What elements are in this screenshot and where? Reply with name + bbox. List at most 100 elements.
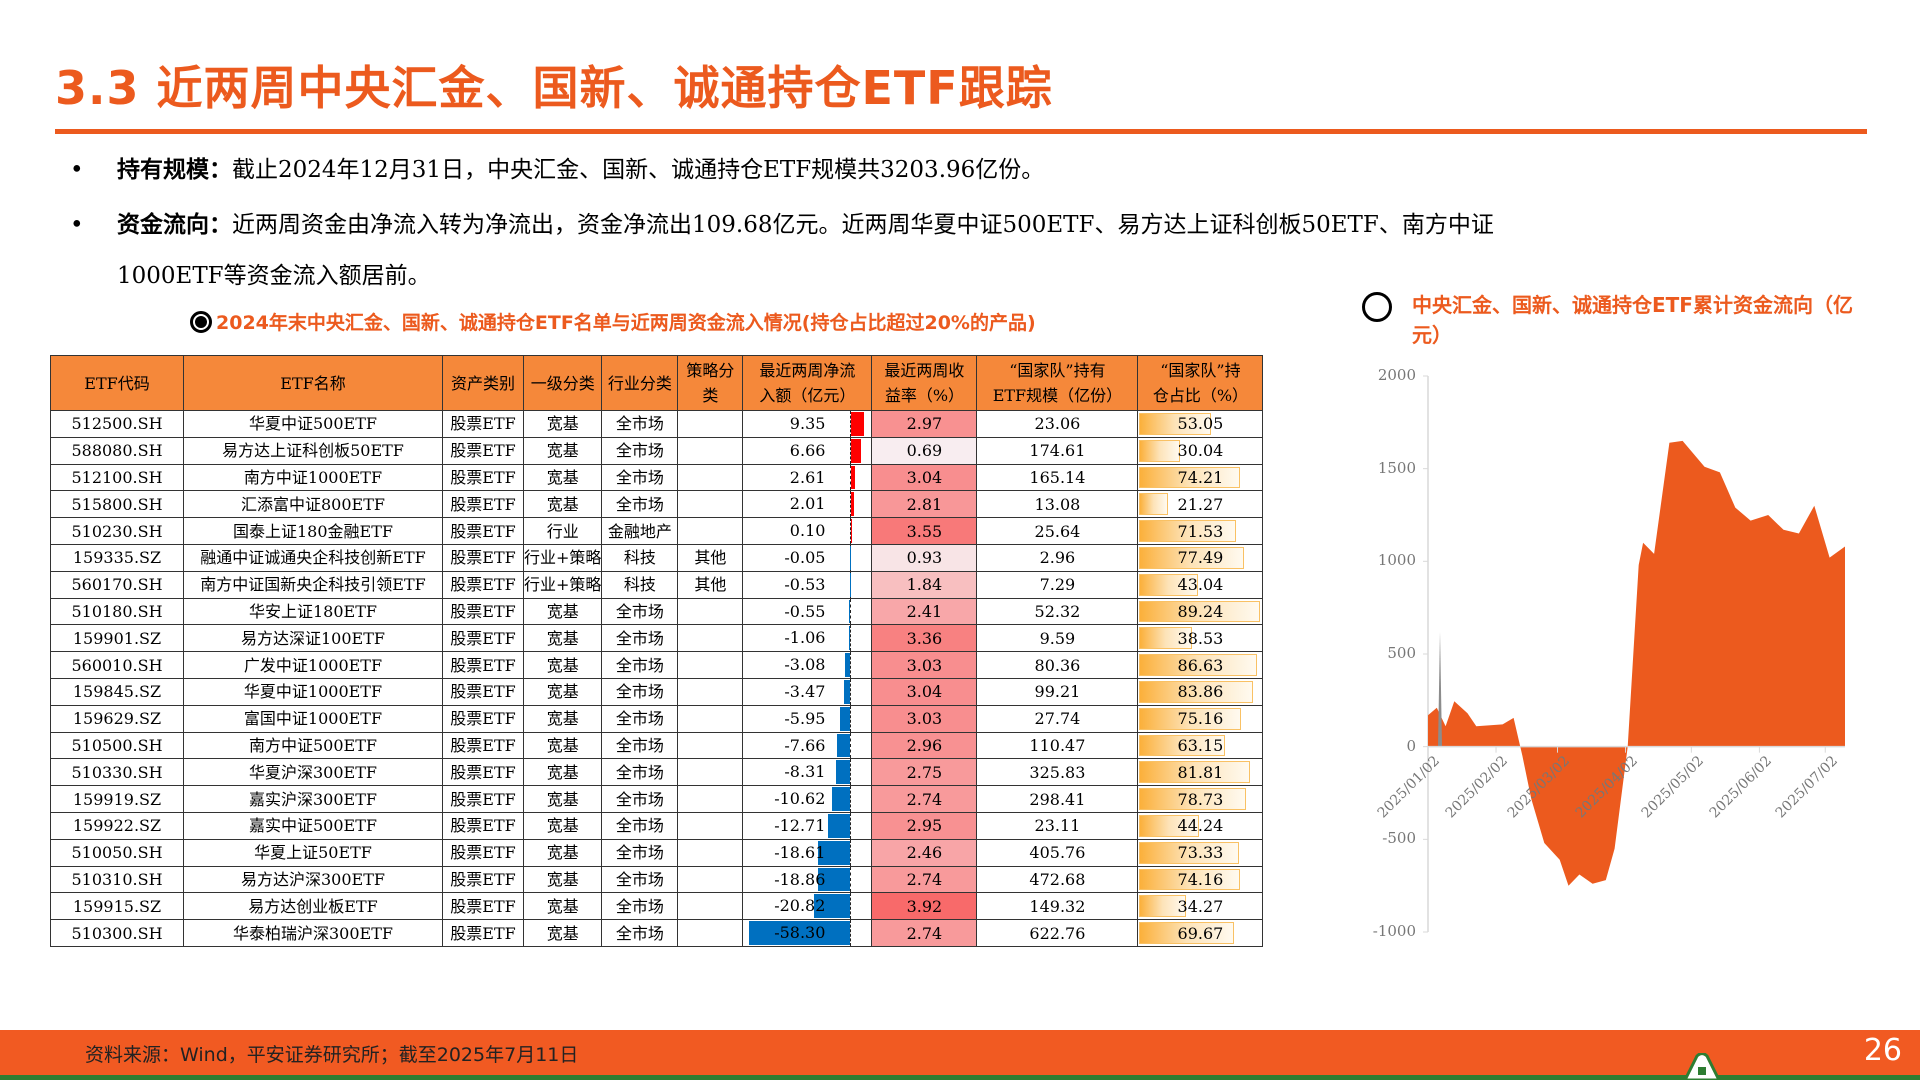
flow-value: -58.30 [774, 923, 826, 943]
cell-code: 159922.SZ [50, 811, 184, 840]
cell-flow: -7.66 [742, 731, 873, 760]
cell-pct: 63.15 [1137, 731, 1264, 760]
pct-bar [1139, 600, 1261, 623]
cell-strategy: 其他 [677, 543, 744, 572]
cell-pct: 83.86 [1137, 677, 1264, 706]
cell-code: 159629.SZ [50, 704, 184, 733]
cell-asset: 股票ETF [442, 463, 524, 492]
flow-value: 6.66 [789, 440, 826, 460]
cell-l1: 宽基 [522, 758, 603, 787]
cell-industry: 全市场 [601, 410, 679, 438]
pct-value: 53.05 [1177, 414, 1224, 434]
cell-code: 560010.SH [50, 651, 184, 679]
cell-industry: 全市场 [601, 919, 679, 947]
cell-flow: -3.08 [742, 651, 873, 679]
cell-pct: 74.21 [1137, 463, 1264, 492]
cell-l1: 宽基 [522, 651, 603, 679]
pct-bar [1139, 654, 1257, 676]
cell-strategy [677, 785, 744, 813]
pct-value: 89.24 [1177, 601, 1224, 621]
zero-axis [850, 437, 852, 464]
pct-bar [1139, 734, 1226, 757]
cell-pct: 77.49 [1137, 543, 1264, 572]
cell-l1: 宽基 [522, 597, 603, 626]
table-row: 588080.SH 易方达上证科创板50ETF 股票ETF 宽基 全市场 6.66 0.69… [50, 436, 1264, 465]
pct-value: 74.16 [1177, 869, 1224, 889]
flow-value: -18.61 [774, 842, 826, 862]
cell-name: 华安上证180ETF [183, 597, 443, 626]
table-row: 510230.SH 国泰上证180金融ETF 股票ETF 行业 金融地产 0.10 3.55… [50, 517, 1264, 545]
zero-axis [850, 920, 852, 946]
pct-bar [1139, 627, 1192, 650]
cell-flow: -8.31 [742, 758, 873, 787]
table-row: 159919.SZ 嘉实沪深300ETF 股票ETF 宽基 全市场 -10.62 2.74 2… [50, 785, 1264, 813]
flow-bar [814, 894, 851, 919]
pct-bar [1139, 546, 1245, 569]
flow-bar [836, 760, 851, 785]
cell-strategy [677, 517, 744, 545]
cell-industry: 全市场 [601, 597, 679, 626]
column-header-text: “国家队”持 [1160, 361, 1241, 380]
cell-scale: 298.41 [976, 785, 1139, 813]
cell-asset: 股票ETF [442, 436, 524, 465]
pct-value: 81.81 [1177, 762, 1224, 782]
cell-pct: 30.04 [1137, 436, 1264, 465]
table-row: 159335.SZ 融通中证诚通央企科技创新ETF 股票ETF 行业+策略 科技 其他 -0… [50, 543, 1264, 572]
cell-scale: 110.47 [976, 731, 1139, 760]
zero-axis [850, 652, 852, 678]
cell-flow: -5.95 [742, 704, 873, 733]
cell-scale: 472.68 [976, 865, 1139, 894]
cell-industry: 全市场 [601, 758, 679, 787]
pct-value: 86.63 [1177, 655, 1224, 675]
cell-name: 华夏沪深300ETF [183, 758, 443, 787]
cell-code: 510330.SH [50, 758, 184, 787]
cell-strategy [677, 651, 744, 679]
cell-pct: 69.67 [1137, 919, 1264, 947]
cell-code: 510300.SH [50, 919, 184, 947]
cell-strategy [677, 865, 744, 894]
cell-name: 易方达上证科创板50ETF [183, 436, 443, 465]
cell-asset: 股票ETF [442, 704, 524, 733]
cell-asset: 股票ETF [442, 651, 524, 679]
column-header-text: 策略分 [686, 361, 735, 380]
table-row: 159629.SZ 富国中证1000ETF 股票ETF 宽基 全市场 -5.95 3.03 2… [50, 704, 1264, 733]
bullet-label: 资金流向： [117, 212, 232, 238]
area-chart-svg [1423, 375, 1845, 933]
table-row: 560170.SH 南方中证国新央企科技引领ETF 股票ETF 行业+策略 科技 其他 -0… [50, 570, 1264, 599]
cell-ret: 2.74 [871, 785, 978, 813]
zero-axis [850, 464, 852, 491]
cell-asset: 股票ETF [442, 570, 524, 599]
flow-bar [749, 921, 851, 945]
cell-industry: 全市场 [601, 436, 679, 465]
flow-bar [844, 679, 851, 704]
cell-scale: 165.14 [976, 463, 1139, 492]
pct-bar [1139, 680, 1254, 703]
cell-code: 510310.SH [50, 865, 184, 894]
cell-l1: 行业+策略 [522, 543, 603, 572]
cell-name: 华夏上证50ETF [183, 838, 443, 867]
bullet-label: 持有规模： [117, 157, 232, 183]
table-row: 510180.SH 华安上证180ETF 股票ETF 宽基 全市场 -0.55 2.41 52… [50, 597, 1264, 626]
cell-industry: 全市场 [601, 704, 679, 733]
cell-l1: 宽基 [522, 410, 603, 438]
cell-scale: 405.76 [976, 838, 1139, 867]
cell-asset: 股票ETF [442, 490, 524, 519]
cell-name: 广发中证1000ETF [183, 651, 443, 679]
bullet-text: 截止2024年12月31日，中央汇金、国新、诚通持仓ETF规模共3203.96亿… [232, 157, 1045, 183]
cell-pct: 74.16 [1137, 865, 1264, 894]
cell-ret: 2.75 [871, 758, 978, 787]
cell-name: 嘉实中证500ETF [183, 811, 443, 840]
cell-flow: -58.30 [742, 919, 873, 947]
flow-bar [849, 572, 851, 597]
flow-value: -0.55 [784, 601, 826, 621]
radio-filled-icon [190, 310, 212, 333]
cell-ret: 3.03 [871, 704, 978, 733]
column-header: ETF名称 [183, 355, 443, 411]
cell-scale: 325.83 [976, 758, 1139, 787]
cell-strategy [677, 892, 744, 921]
cell-ret: 0.69 [871, 436, 978, 465]
column-header-text: 行业分类 [607, 373, 672, 393]
column-header-text: 类 [702, 386, 719, 405]
table-row: 510310.SH 易方达沪深300ETF 股票ETF 宽基 全市场 -18.86 2.74… [50, 865, 1264, 894]
column-header: 策略分类 [677, 355, 744, 411]
